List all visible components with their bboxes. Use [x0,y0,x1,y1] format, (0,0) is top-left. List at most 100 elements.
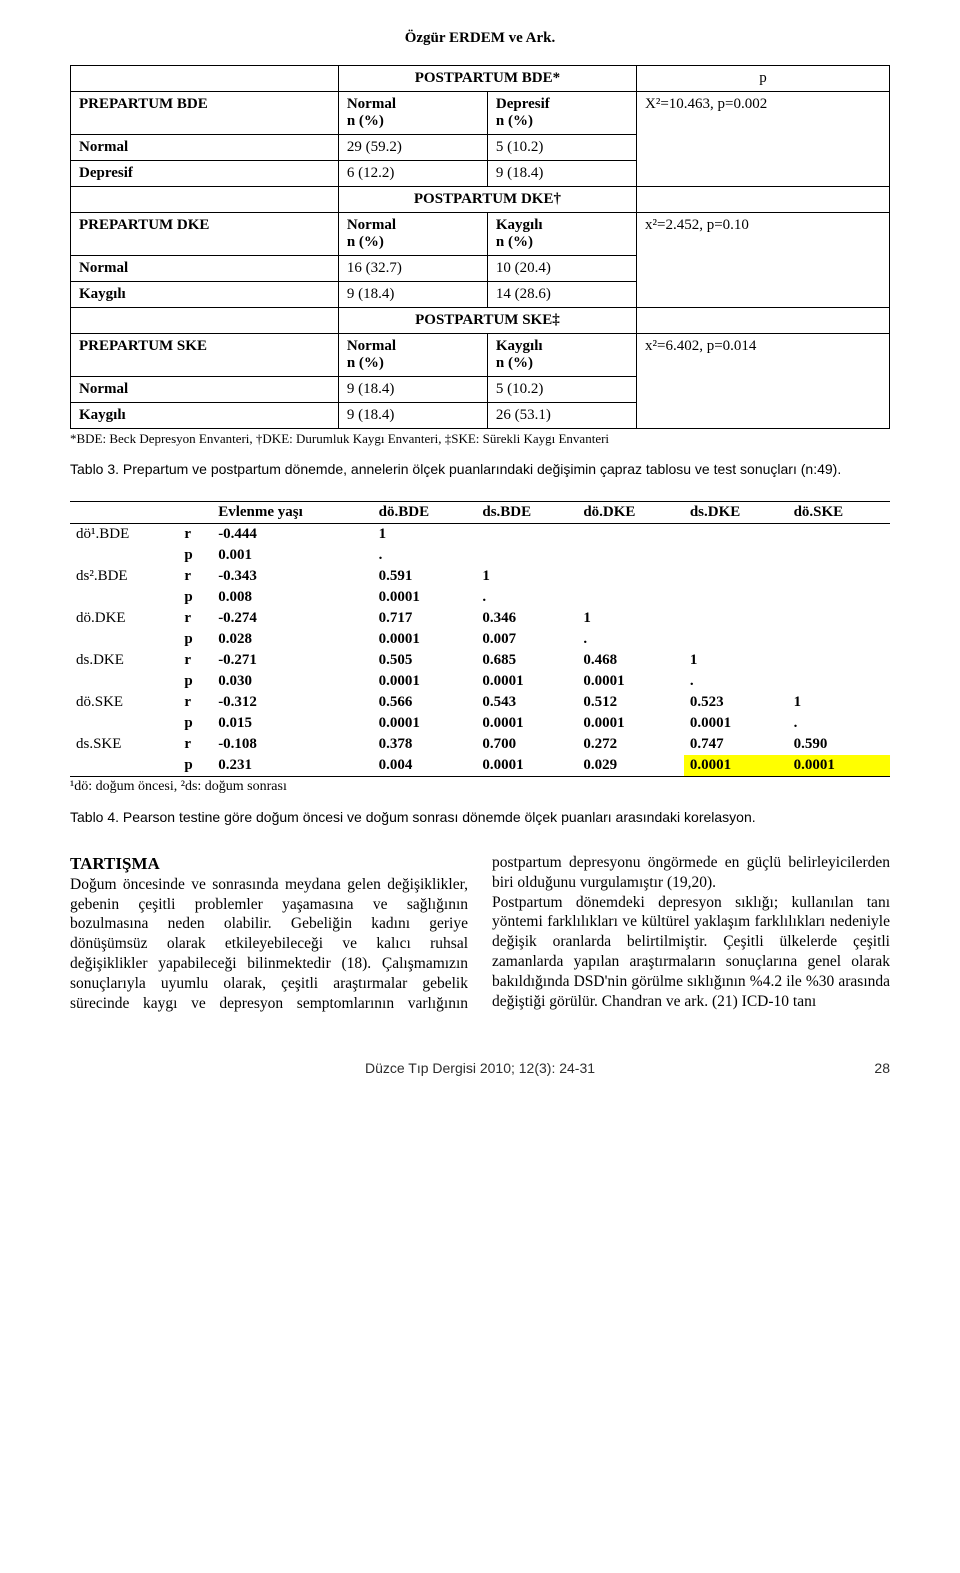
t1-b0-c2h: Depresif n (%) [487,92,636,135]
t2-cell [788,629,890,650]
t2-cell: -0.108 [212,734,372,755]
t2-row-label [70,713,178,734]
table-row: p0.0080.0001. [70,587,890,608]
t2-cell: -0.312 [212,692,372,713]
t2-cell: 0.566 [373,692,477,713]
t2-row-stat: p [178,629,212,650]
footer-page-number: 28 [874,1060,890,1076]
t2-cell: 0.004 [373,755,477,777]
t2-row-label [70,587,178,608]
t2-row-label [70,755,178,777]
t2-cell [788,545,890,566]
t2-cell: 0.0001 [373,671,477,692]
t1-b0-p-label: p [637,66,890,92]
table2-caption: Tablo 4. Pearson testine göre doğum önce… [70,809,890,825]
t1-b2-r0l: Normal [71,377,339,403]
t2-cell: 0.0001 [476,755,577,777]
t2-cell: . [373,545,477,566]
table2-footnote: ¹dö: doğum öncesi, ²ds: doğum sonrası [70,779,890,795]
t2-cell: 1 [476,566,577,587]
table-row: p0.0300.00010.00010.0001. [70,671,890,692]
t2-cell [788,671,890,692]
discussion-heading: TARTIŞMA [70,854,160,873]
t2-cell: 0.272 [577,734,684,755]
t2-cell: 0.030 [212,671,372,692]
t2-cell: 0.001 [212,545,372,566]
t2-row-stat: r [178,608,212,629]
t1-b2-r1c1: 9 (18.4) [338,403,487,429]
page-container: Özgür ERDEM ve Ark. POSTPARTUM BDE* p PR… [0,0,960,1096]
table1-caption: Tablo 3. Prepartum ve postpartum dönemde… [70,461,890,477]
table-row: p0.2310.0040.00010.0290.00010.0001 [70,755,890,777]
t2-cell: -0.274 [212,608,372,629]
t2-cell: 0.747 [684,734,788,755]
table-row: dö.SKEr-0.3120.5660.5430.5120.5231 [70,692,890,713]
t1-b0-rowtitle: PREPARTUM BDE [71,92,339,135]
t2-row-stat: r [178,650,212,671]
t2-cell [684,566,788,587]
t1-b0-r0c2: 5 (10.2) [487,135,636,161]
t2-cell [788,608,890,629]
table-row: dö¹.BDEr-0.4441 [70,524,890,546]
t1-b0-r0l: Normal [71,135,339,161]
t1-b0-r1c1: 6 (12.2) [338,161,487,187]
t2-cell: 0.231 [212,755,372,777]
t2-row-label [70,545,178,566]
t2-cell [476,545,577,566]
t2-cell [577,545,684,566]
t2-cell: 1 [788,692,890,713]
table-row: p0.001. [70,545,890,566]
t2-header-row: Evlenme yaşı dö.BDE ds.BDE dö.DKE ds.DKE… [70,502,890,524]
t2-cell [788,566,890,587]
table-row: p0.0150.00010.00010.00010.0001. [70,713,890,734]
t1-b2-pval: x²=6.402, p=0.014 [637,334,890,429]
t2-cell: 0.028 [212,629,372,650]
t2-row-stat: r [178,566,212,587]
t1-b2-r0c1: 9 (18.4) [338,377,487,403]
page-footer: Düzce Tıp Dergisi 2010; 12(3): 24-31 28 [70,1060,890,1076]
t2-cell [788,650,890,671]
t2-row-stat: r [178,692,212,713]
t1-b2-rowtitle: PREPARTUM SKE [71,334,339,377]
running-head: Özgür ERDEM ve Ark. [70,30,890,47]
t1-b0-r0c1: 29 (59.2) [338,135,487,161]
t1-b2-c1h: Normal n (%) [338,334,487,377]
t2-row-label [70,671,178,692]
t2-cell: 0.543 [476,692,577,713]
footer-journal: Düzce Tıp Dergisi 2010; 12(3): 24-31 [365,1060,595,1076]
table1-footnote: *BDE: Beck Depresyon Envanteri, †DKE: Du… [70,431,890,447]
discussion-body: TARTIŞMA Doğum öncesinde ve sonrasında m… [70,853,890,1014]
t2-cell: 1 [373,524,477,546]
t2-cell: 0.0001 [788,755,890,777]
t2-cell: 0.0001 [476,713,577,734]
t1-b1-r1c1: 9 (18.4) [338,282,487,308]
t2-row-label: dö¹.BDE [70,524,178,546]
t2-row-stat: p [178,671,212,692]
t2-cell [684,608,788,629]
t2-row-stat: p [178,713,212,734]
t1-b1-r1l: Kaygılı [71,282,339,308]
t2-row-label: ds.SKE [70,734,178,755]
t2-cell: 0.505 [373,650,477,671]
t1-b1-r1c2: 14 (28.6) [487,282,636,308]
t1-b2-span: POSTPARTUM SKE‡ [338,308,636,334]
table-row: p0.0280.00010.007. [70,629,890,650]
t1-b1-c1h: Normal n (%) [338,213,487,256]
t2-cell: 0.512 [577,692,684,713]
table-correlation: Evlenme yaşı dö.BDE ds.BDE dö.DKE ds.DKE… [70,501,890,777]
t2-cell: -0.271 [212,650,372,671]
t2-cell [684,587,788,608]
t2-cell [577,566,684,587]
t2-cell: 0.346 [476,608,577,629]
t2-cell: 0.0001 [373,713,477,734]
t2-row-stat: r [178,734,212,755]
t2-row-label: ds.DKE [70,650,178,671]
t1-b1-span: POSTPARTUM DKE† [338,187,636,213]
t2-cell: 0.717 [373,608,477,629]
t2-cell: . [788,713,890,734]
t2-cell [684,524,788,546]
t2-cell: 1 [684,650,788,671]
t2-row-stat: r [178,524,212,546]
t1-b0-r1l: Depresif [71,161,339,187]
t2-cell: . [577,629,684,650]
